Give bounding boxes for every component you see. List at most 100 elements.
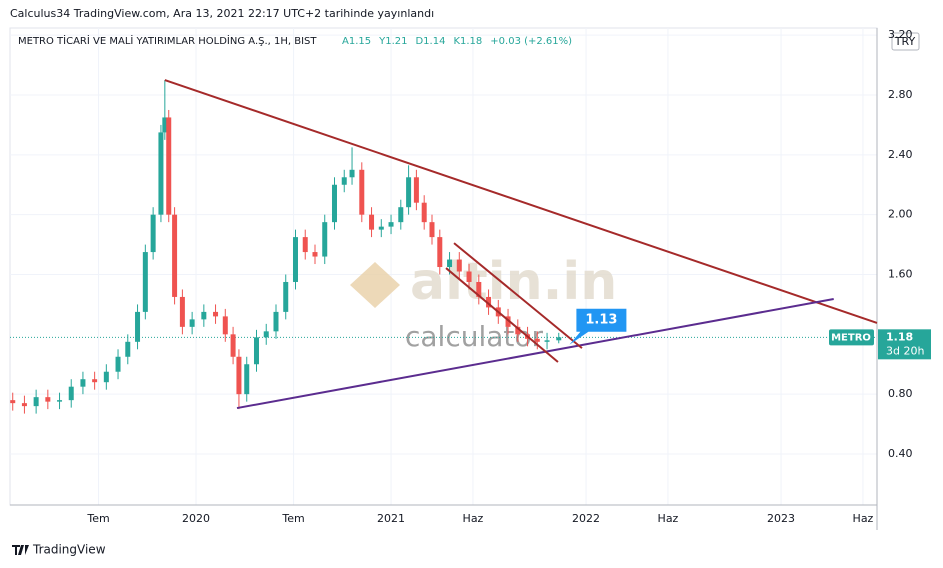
currency: TRY — [894, 35, 916, 48]
candle-body — [359, 169, 365, 215]
candle-body — [10, 400, 16, 404]
candle-body — [341, 177, 347, 185]
legend-value: D1.14 — [415, 36, 445, 47]
candle-body — [437, 237, 443, 268]
y-tick-label: 0.80 — [888, 387, 913, 400]
candle-body — [222, 316, 228, 335]
candle-body — [556, 337, 562, 341]
candle-body — [135, 311, 141, 342]
candle-body — [421, 202, 427, 223]
watermark-logo — [350, 262, 400, 308]
candle-body — [505, 316, 511, 327]
legend-title: METRO TİCARİ VE MALİ YATIRIMLAR HOLDİNG … — [18, 34, 317, 47]
x-tick-label: Tem — [86, 512, 109, 525]
price-tag-label: 1.18 — [886, 330, 913, 343]
y-tick-label: 2.00 — [888, 208, 913, 221]
candle-body — [486, 296, 492, 308]
candle-body — [429, 222, 435, 238]
x-tick-label: 2021 — [377, 512, 405, 525]
candle-body — [292, 237, 298, 282]
watermark-text: calculator — [405, 320, 544, 353]
candle-body — [115, 356, 121, 372]
candle-body — [312, 252, 318, 257]
candle-body — [92, 379, 98, 383]
candle-body — [369, 214, 375, 230]
candle-body — [349, 169, 355, 178]
legend-value: Y1.21 — [378, 36, 407, 47]
candle-body — [68, 386, 74, 401]
candle-body — [456, 259, 462, 272]
candle-body — [21, 403, 27, 407]
trend-line — [164, 79, 878, 324]
callout-label: 1.13 — [585, 312, 617, 327]
candle-body — [447, 259, 453, 268]
candle-body — [413, 177, 419, 203]
x-tick-label: 2022 — [572, 512, 600, 525]
candle-body — [283, 281, 289, 312]
candle-body — [179, 296, 185, 327]
x-tick-label: Haz — [658, 512, 679, 525]
trend-line — [445, 267, 559, 363]
candle-body — [142, 252, 148, 312]
trend-line — [236, 298, 834, 410]
legend-value: +0.03 (+2.61%) — [490, 36, 572, 47]
symbol-tag-label: METRO — [831, 332, 871, 343]
watermark-text: altin.in — [410, 252, 617, 312]
candle-body — [302, 237, 308, 253]
candle-body — [166, 117, 172, 215]
candle-body — [33, 397, 39, 407]
price-tag — [878, 329, 931, 360]
legend-value: A1.15 — [342, 36, 371, 47]
candle-body — [189, 319, 195, 327]
symbol-tag — [829, 329, 874, 346]
candle-body — [172, 214, 178, 297]
y-tick-label: 1.60 — [888, 268, 913, 281]
footer: TradingView — [32, 543, 106, 557]
countdown: 3d 20h — [886, 344, 924, 357]
candle-body — [230, 334, 236, 357]
candle-body — [236, 356, 242, 395]
tv-logo — [12, 545, 29, 555]
watermark: altin.in calculator — [350, 252, 617, 353]
candle-body — [201, 311, 207, 320]
candle-body — [213, 311, 219, 317]
currency-box — [891, 32, 920, 51]
candle-body — [80, 379, 86, 387]
candle-body — [398, 207, 404, 223]
candle-body — [150, 214, 156, 253]
candle-body — [162, 117, 168, 133]
candle-body — [534, 338, 540, 342]
publisher: Calculus34 TradingView.com, Ara 13, 2021… — [10, 7, 434, 20]
candle-body — [544, 340, 550, 342]
candle-body — [466, 271, 472, 282]
y-tick-label: 3.20 — [888, 28, 913, 41]
x-tick-label: Haz — [463, 512, 484, 525]
legend-value: K1.18 — [453, 36, 482, 47]
callout — [569, 308, 627, 345]
candle-body — [322, 222, 328, 257]
y-tick-label: 2.80 — [888, 88, 913, 101]
candle-body — [57, 400, 63, 402]
y-tick-label: 2.40 — [888, 148, 913, 161]
x-tick-label: Haz — [853, 512, 874, 525]
candle-body — [253, 337, 259, 365]
x-tick-label: Tem — [281, 512, 304, 525]
candle-body — [158, 132, 164, 215]
candle-body — [331, 184, 337, 223]
y-tick-label: 0.40 — [888, 447, 913, 460]
x-tick-label: 2020 — [182, 512, 210, 525]
candle-body — [273, 311, 279, 332]
candle-body — [388, 222, 394, 227]
candle-body — [125, 341, 131, 357]
candle-body — [103, 371, 109, 383]
trend-line — [453, 242, 583, 349]
candle-body — [45, 397, 51, 402]
candle-body — [378, 226, 384, 230]
candle-body — [406, 177, 412, 208]
candle-body — [515, 326, 521, 335]
candle-body — [263, 331, 269, 338]
candle-body — [476, 281, 482, 297]
x-tick-label: 2023 — [767, 512, 795, 525]
candle-body — [244, 364, 250, 395]
